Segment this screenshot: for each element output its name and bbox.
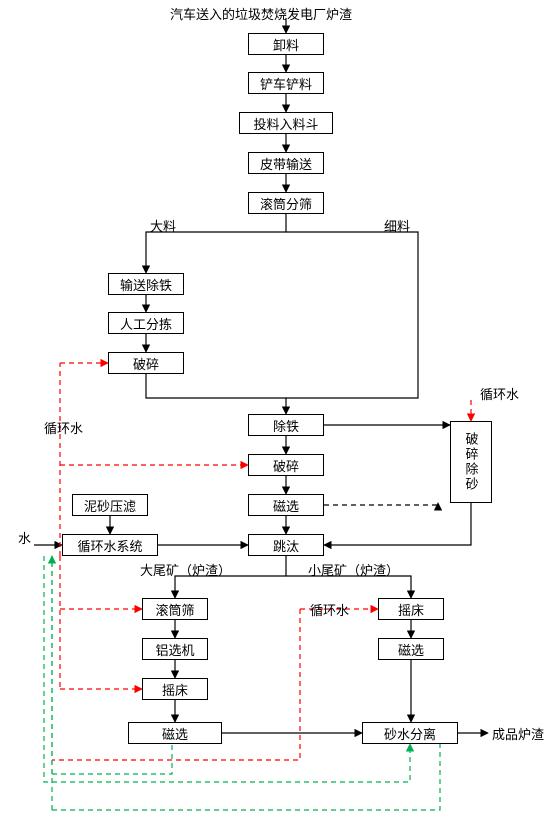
flowchart-canvas: { "type": "flowchart", "background_color… bbox=[0, 0, 554, 822]
node-label: 磁选 bbox=[273, 496, 299, 515]
node-n17: 铝选机 bbox=[142, 638, 208, 660]
node-n14: 泥砂压滤 bbox=[72, 494, 148, 516]
node-label: 破碎 bbox=[273, 456, 299, 475]
label-water_in: 水 bbox=[18, 528, 38, 547]
label-fine: 细料 bbox=[384, 216, 424, 235]
node-label: 投料入料斗 bbox=[253, 114, 318, 133]
node-n7: 人工分拣 bbox=[108, 312, 184, 334]
edge bbox=[324, 503, 438, 505]
node-n9: 除铁 bbox=[248, 414, 324, 436]
node-label: 摇床 bbox=[162, 680, 188, 699]
node-label: 砂水分离 bbox=[384, 724, 436, 743]
node-n3: 投料入料斗 bbox=[239, 112, 333, 134]
edge bbox=[44, 556, 410, 782]
node-n4: 皮带输送 bbox=[248, 152, 324, 174]
edge bbox=[286, 576, 411, 598]
node-n8: 破碎 bbox=[108, 352, 184, 374]
node-label: 摇床 bbox=[398, 600, 424, 619]
label-big: 大料 bbox=[150, 216, 190, 235]
node-n11: 磁选 bbox=[248, 494, 324, 516]
node-n21: 磁选 bbox=[378, 638, 444, 660]
node-n12: 跳汰 bbox=[248, 534, 324, 556]
edge bbox=[52, 744, 440, 810]
node-n5: 滚筒分筛 bbox=[248, 192, 324, 214]
node-label: 泥砂压滤 bbox=[84, 496, 136, 515]
edge bbox=[146, 374, 286, 414]
node-label: 皮带输送 bbox=[260, 154, 312, 173]
node-n22: 砂水分离 bbox=[362, 722, 458, 744]
label-tail_big: 大尾矿（炉渣） bbox=[140, 560, 260, 579]
node-label: 磁选 bbox=[162, 724, 188, 743]
label-recycled_water_right: 循环水 bbox=[480, 384, 536, 403]
label-recycled_water_left: 循环水 bbox=[44, 418, 100, 437]
node-n2: 铲车铲料 bbox=[248, 72, 324, 94]
node-n20: 摇床 bbox=[378, 598, 444, 620]
label-tail_small: 小尾矿（炉渣） bbox=[308, 560, 428, 579]
node-label: 跳汰 bbox=[273, 536, 299, 555]
node-label: 铝选机 bbox=[155, 640, 194, 659]
label-recycled_water_mid: 循环水 bbox=[310, 600, 366, 619]
node-label: 铲车铲料 bbox=[260, 74, 312, 93]
label-product: 成品炉渣 bbox=[492, 724, 554, 743]
node-label: 循环水系统 bbox=[77, 536, 142, 555]
node-n18: 摇床 bbox=[142, 678, 208, 700]
node-label: 滚筒分筛 bbox=[260, 194, 312, 213]
label-title: 汽车送入的垃圾焚烧发电厂炉渣 bbox=[170, 4, 410, 23]
node-label: 人工分拣 bbox=[120, 314, 172, 333]
edge bbox=[286, 232, 418, 398]
node-n6: 输送除铁 bbox=[108, 273, 184, 295]
node-label: 卸料 bbox=[273, 35, 299, 54]
node-label: 输送除铁 bbox=[120, 275, 172, 294]
node-n1: 卸料 bbox=[248, 33, 324, 55]
node-n19: 磁选 bbox=[128, 722, 222, 744]
edge bbox=[52, 744, 172, 774]
node-label: 破碎 bbox=[133, 354, 159, 373]
node-label: 磁选 bbox=[398, 640, 424, 659]
node-label: 除铁 bbox=[273, 416, 299, 435]
node-label: 破碎除砂 bbox=[462, 432, 481, 492]
node-n13: 破碎除砂 bbox=[450, 421, 492, 503]
node-n10: 破碎 bbox=[248, 454, 324, 476]
edge bbox=[324, 503, 471, 545]
node-n15: 循环水系统 bbox=[62, 534, 158, 556]
node-label: 滚筒筛 bbox=[155, 600, 194, 619]
node-n16: 滚筒筛 bbox=[142, 598, 208, 620]
